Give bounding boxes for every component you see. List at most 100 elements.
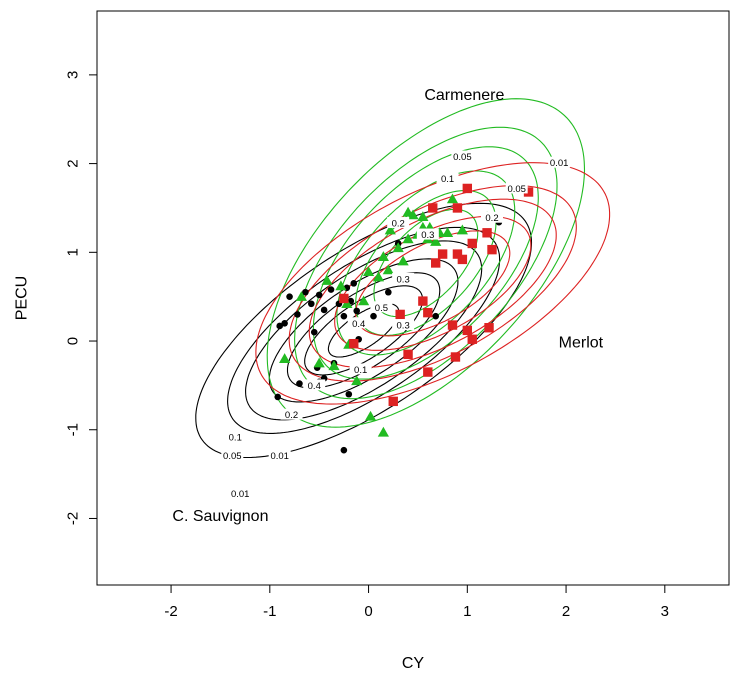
contour-label: 0.01 — [270, 451, 289, 462]
data-point — [321, 275, 333, 285]
data-point — [345, 390, 353, 398]
data-point — [382, 264, 394, 275]
data-point — [430, 236, 442, 246]
contour-label-bg — [392, 319, 415, 331]
x-tick-label: -1 — [263, 603, 276, 620]
x-tick-label: -2 — [164, 603, 177, 620]
data-point — [452, 249, 463, 259]
contour-label-bg — [229, 487, 252, 499]
data-point — [320, 306, 328, 314]
data-point — [351, 375, 363, 386]
x-tick-label: 0 — [364, 603, 372, 620]
data-point — [372, 271, 385, 282]
data-point — [467, 334, 477, 344]
data-point — [377, 426, 389, 437]
contour-label: 0.2 — [392, 219, 405, 230]
data-point — [307, 300, 315, 308]
contour-label: 0.05 — [223, 451, 242, 462]
data-point — [335, 280, 347, 291]
data-point — [428, 203, 438, 213]
data-point — [446, 193, 459, 204]
data-point — [370, 312, 377, 320]
data-point — [353, 307, 361, 315]
data-point — [397, 255, 409, 266]
contour-label-bg — [481, 211, 503, 223]
contour-2-3 — [334, 215, 532, 351]
data-point — [450, 352, 461, 362]
group-label: Carmenere — [424, 87, 504, 104]
x-tick-label: 1 — [463, 603, 471, 620]
group-label: Merlot — [559, 334, 604, 351]
data-point — [350, 280, 358, 287]
contour-label: 0.4 — [352, 319, 365, 330]
contour-label: 0.3 — [397, 274, 410, 285]
data-point — [339, 293, 349, 304]
contour-label: 0.2 — [485, 213, 498, 224]
y-tick-label: 1 — [65, 248, 82, 256]
contour-label: 0.1 — [441, 174, 454, 185]
data-point — [462, 183, 473, 194]
data-point — [281, 319, 288, 327]
contour-label-bg — [387, 217, 410, 229]
contour-labels: 0.01 0.05 0.1 0.2 0.3 0.4 0.5 0.01 0.05 0.1 0.2 0.3… — [221, 150, 571, 500]
contour-label-bg — [347, 317, 370, 329]
data-point — [487, 244, 497, 255]
data-point — [457, 254, 468, 265]
data-point — [403, 349, 413, 360]
contour-2-0 — [255, 162, 611, 405]
contour-label-bg — [392, 272, 415, 284]
data-point — [423, 307, 433, 318]
contour-label-bg — [349, 363, 372, 375]
contour-label: 0.5 — [375, 303, 388, 314]
contour-label: 0.3 — [421, 230, 434, 241]
contour-label-bg — [505, 182, 528, 194]
contour-0-0 — [195, 202, 533, 459]
group-labels: Carmenere Merlot C. Sauvignon — [172, 87, 603, 525]
contour-0-4 — [286, 272, 441, 389]
contour-1-0 — [266, 98, 586, 428]
contour-label-bg — [436, 172, 459, 184]
contour-1-1 — [294, 126, 558, 400]
data-point — [423, 367, 433, 377]
data-point — [407, 209, 419, 220]
data-point — [328, 360, 340, 371]
data-point — [385, 288, 392, 296]
x-axis-label: CY — [402, 655, 425, 672]
x-tick-label: 2 — [562, 603, 570, 620]
y-axis: -2 -1 0 1 2 3 — [65, 71, 97, 525]
data-point — [482, 228, 492, 238]
data-point — [447, 320, 458, 330]
y-tick-label: 2 — [65, 159, 82, 167]
data-point — [377, 251, 389, 261]
y-tick-label: 0 — [65, 337, 82, 345]
y-tick-label: -2 — [65, 512, 82, 525]
contour-label-bg — [548, 156, 571, 168]
data-point — [296, 380, 303, 387]
data-point — [417, 211, 429, 222]
data-point — [484, 323, 494, 333]
data-point — [315, 291, 323, 299]
plot-frame — [96, 10, 730, 586]
contour-label-bg — [280, 408, 303, 420]
data-point — [362, 266, 375, 277]
contour-label-bg — [303, 379, 326, 391]
contour-label: 0.2 — [285, 410, 298, 421]
data-point — [437, 249, 448, 259]
data-point — [349, 338, 359, 349]
x-tick-label: 3 — [661, 603, 669, 620]
contour-label-bg — [370, 301, 393, 313]
contour-label: 0.01 — [231, 489, 250, 500]
contour-label-bg — [451, 150, 474, 162]
contour-label: 0.1 — [229, 432, 242, 443]
contour-label: 0.05 — [453, 152, 472, 163]
contour-label-bg — [268, 449, 291, 461]
y-tick-label: -1 — [65, 423, 82, 436]
data-point — [456, 224, 468, 235]
data-point — [523, 187, 534, 197]
data-point — [310, 328, 318, 336]
data-point — [340, 312, 348, 320]
contour-label: 0.01 — [550, 158, 569, 169]
group-label: C. Sauvignon — [172, 508, 268, 525]
data-point — [364, 410, 377, 421]
